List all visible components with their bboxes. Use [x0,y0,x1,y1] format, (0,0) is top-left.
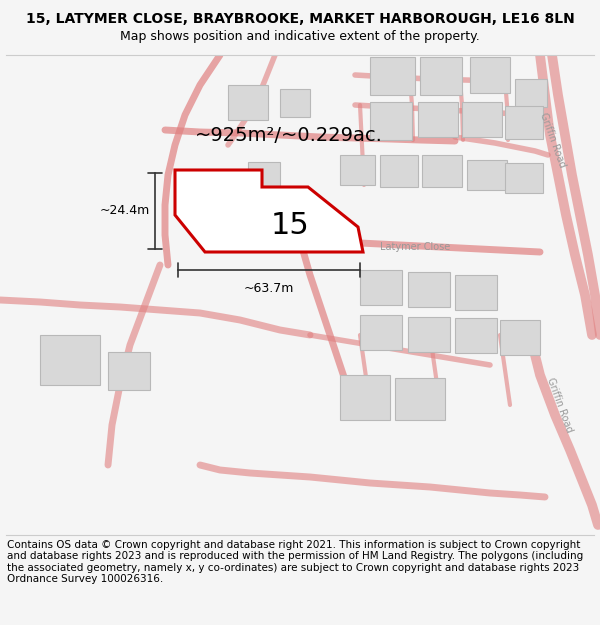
Text: ~24.4m: ~24.4m [100,204,150,217]
Bar [108,352,150,390]
Bar [515,79,547,107]
Bar [408,317,450,352]
Polygon shape [175,170,363,252]
Text: Griffin Road: Griffin Road [545,376,575,434]
Bar [380,155,418,187]
Bar [370,57,415,95]
Bar [395,378,445,420]
Bar [422,155,462,187]
Bar [360,315,402,350]
Bar [248,162,280,187]
Bar [420,57,462,95]
Bar [360,270,402,305]
Text: Map shows position and indicative extent of the property.: Map shows position and indicative extent… [120,30,480,43]
Text: ~925m²/~0.229ac.: ~925m²/~0.229ac. [195,126,383,145]
Bar [455,318,497,353]
Bar [505,163,543,193]
Bar [455,275,497,310]
Bar [268,189,306,219]
Bar [470,57,510,93]
Bar [370,102,412,140]
Text: Contains OS data © Crown copyright and database right 2021. This information is : Contains OS data © Crown copyright and d… [7,539,583,584]
Text: ~63.7m: ~63.7m [244,282,294,295]
Bar [505,106,543,139]
Text: Griffin Road: Griffin Road [538,111,568,169]
Bar [340,155,375,185]
Bar [467,160,507,190]
Bar [418,102,458,137]
Bar [40,335,100,385]
Text: Latymer Close: Latymer Close [380,242,450,252]
Bar [340,375,390,420]
Bar [500,320,540,355]
Text: 15, LATYMER CLOSE, BRAYBROOKE, MARKET HARBOROUGH, LE16 8LN: 15, LATYMER CLOSE, BRAYBROOKE, MARKET HA… [26,12,574,26]
Text: 15: 15 [271,211,310,239]
Bar [462,102,502,137]
Bar [228,85,268,120]
Bar [280,89,310,117]
Bar [408,272,450,307]
